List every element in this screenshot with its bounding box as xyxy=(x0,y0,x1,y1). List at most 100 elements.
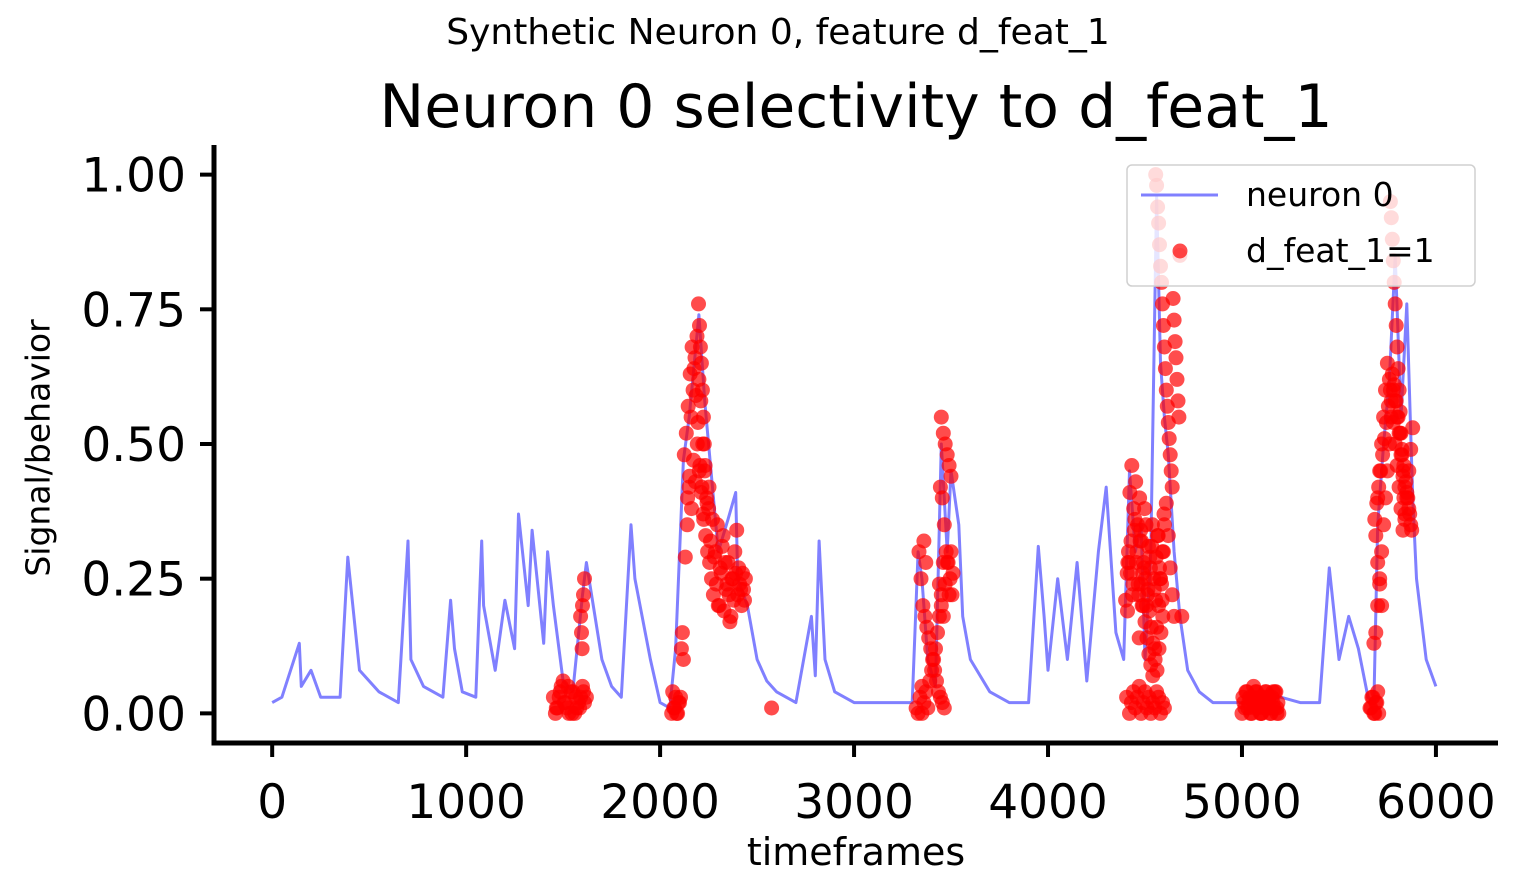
scatter-point xyxy=(1128,474,1144,490)
scatter-point xyxy=(943,544,959,560)
y-tick-label: 0.00 xyxy=(81,687,186,742)
scatter-point xyxy=(1374,436,1390,452)
scatter-point xyxy=(693,355,709,371)
scatter-point xyxy=(943,468,959,484)
scatter-point xyxy=(935,608,951,624)
scatter-point xyxy=(715,528,731,544)
x-tick-label: 2000 xyxy=(600,775,720,830)
scatter-point xyxy=(1383,393,1399,409)
scatter-point xyxy=(1139,630,1155,646)
scatter-point xyxy=(1395,468,1411,484)
scatter-point xyxy=(1147,641,1163,657)
scatter-point xyxy=(1393,425,1409,441)
scatter-point xyxy=(1374,598,1390,614)
scatter-point xyxy=(703,533,718,549)
legend-label-neuron-0: neuron 0 xyxy=(1246,175,1394,214)
scatter-point xyxy=(572,700,588,716)
scatter-point xyxy=(1156,700,1172,716)
scatter-point xyxy=(1390,361,1406,377)
scatter-point xyxy=(913,571,929,587)
scatter-point xyxy=(936,517,952,533)
scatter-point xyxy=(1167,334,1183,350)
scatter-point xyxy=(680,398,696,414)
scatter-point xyxy=(918,555,934,570)
y-tick-label: 0.50 xyxy=(81,418,186,473)
scatter-point xyxy=(734,598,750,614)
scatter-point xyxy=(684,501,699,517)
scatter-point xyxy=(1145,668,1161,684)
scatter-point xyxy=(1397,511,1413,527)
scatter-point xyxy=(1132,490,1148,506)
scatter-point xyxy=(722,614,738,630)
scatter-point xyxy=(1124,458,1140,473)
scatter-point xyxy=(1371,705,1387,721)
scatter-point xyxy=(1155,544,1170,560)
scatter-point xyxy=(701,479,717,495)
scatter-point xyxy=(678,425,694,441)
scatter-point xyxy=(1135,555,1151,570)
scatter-point xyxy=(1265,684,1281,700)
scatter-point xyxy=(1370,555,1386,570)
scatter-point xyxy=(737,571,753,587)
scatter-point xyxy=(1162,447,1178,463)
scatter-point xyxy=(1372,463,1388,479)
scatter-point xyxy=(576,587,591,603)
series-line-neuron-0 xyxy=(271,194,1438,710)
scatter-point xyxy=(1165,291,1181,306)
scatter-point xyxy=(1368,528,1384,544)
scatter-point xyxy=(764,700,780,716)
scatter-point xyxy=(1164,587,1180,603)
scatter-point xyxy=(1171,409,1187,425)
scatter-point xyxy=(694,382,710,398)
chart-title: Neuron 0 selectivity to d_feat_1 xyxy=(379,72,1333,142)
scatter-point xyxy=(1381,371,1397,387)
scatter-point xyxy=(720,555,736,570)
scatter-point xyxy=(933,409,949,425)
scatter-point xyxy=(1371,479,1387,495)
scatter-point xyxy=(675,652,691,667)
scatter-point xyxy=(1162,560,1178,576)
y-tick-label: 0.25 xyxy=(81,553,186,608)
scatter-point xyxy=(1405,420,1421,436)
scatter-point xyxy=(1170,393,1186,409)
scatter-point xyxy=(1149,619,1165,635)
scatter-point xyxy=(692,339,708,355)
legend-marker-swatch xyxy=(1172,243,1188,259)
scatter-point xyxy=(576,684,591,700)
scatter-point xyxy=(714,538,730,554)
scatter-point xyxy=(1160,528,1176,544)
scatter-point xyxy=(727,544,743,560)
scatter-point xyxy=(697,458,713,473)
scatter-point xyxy=(1169,371,1185,387)
scatter-point xyxy=(573,608,589,624)
scatter-point xyxy=(1174,608,1190,624)
scatter-point xyxy=(577,571,592,587)
scatter-point xyxy=(1120,555,1136,570)
x-tick-label: 0 xyxy=(257,775,287,830)
scatter-point xyxy=(1385,415,1401,430)
scatter-point xyxy=(1375,447,1391,463)
scatter-point xyxy=(1391,382,1407,398)
scatter-point xyxy=(936,700,952,716)
scatter-point xyxy=(699,495,715,511)
scatter-point xyxy=(1137,614,1153,630)
scatter-point xyxy=(560,678,576,694)
scatter-point xyxy=(1153,571,1168,587)
scatter-point xyxy=(1133,576,1149,592)
series-scatter-d-feat-1 xyxy=(545,167,1421,721)
scatter-point xyxy=(1372,576,1388,592)
series-layer xyxy=(271,167,1438,721)
scatter-point xyxy=(729,522,745,538)
scatter-point xyxy=(1367,511,1383,527)
figure-suptitle: Synthetic Neuron 0, feature d_feat_1 xyxy=(446,12,1110,53)
scatter-point xyxy=(673,689,688,705)
legend-label-d-feat-1: d_feat_1=1 xyxy=(1246,231,1435,270)
y-tick-label: 0.75 xyxy=(81,283,186,338)
scatter-point xyxy=(914,705,930,721)
scatter-point xyxy=(674,625,690,641)
scatter-point xyxy=(941,587,957,603)
scatter-point xyxy=(945,565,961,581)
scatter-point xyxy=(1158,495,1174,511)
x-tick-label: 6000 xyxy=(1376,775,1496,830)
